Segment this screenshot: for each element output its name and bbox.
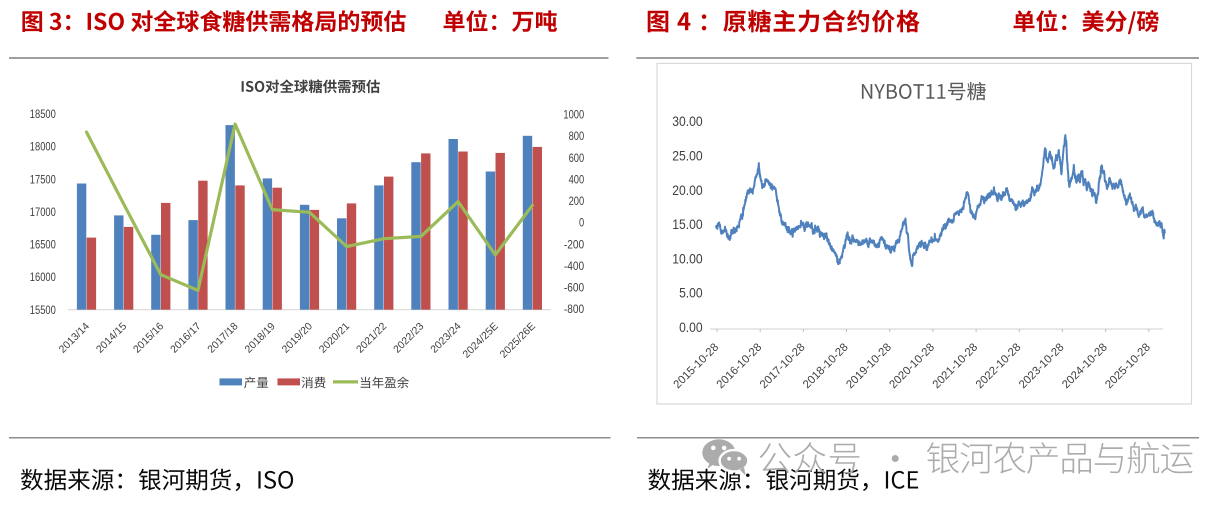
svg-text:0: 0 bbox=[579, 216, 584, 230]
svg-text:30.00: 30.00 bbox=[672, 114, 703, 129]
svg-text:2018-10-28: 2018-10-28 bbox=[801, 341, 851, 391]
svg-text:25.00: 25.00 bbox=[672, 149, 703, 164]
svg-text:2023/24: 2023/24 bbox=[428, 320, 463, 355]
svg-text:2025-10-28: 2025-10-28 bbox=[1103, 341, 1153, 391]
svg-text:17500: 17500 bbox=[30, 172, 56, 186]
svg-text:-800: -800 bbox=[564, 302, 585, 316]
svg-text:2013/14: 2013/14 bbox=[57, 320, 92, 355]
svg-text:-600: -600 bbox=[564, 281, 585, 295]
svg-text:2020/21: 2020/21 bbox=[317, 320, 352, 355]
svg-text:2021-10-28: 2021-10-28 bbox=[931, 341, 981, 391]
svg-text:0.00: 0.00 bbox=[679, 320, 703, 335]
svg-text:2023-10-28: 2023-10-28 bbox=[1017, 341, 1067, 391]
svg-text:2020-10-28: 2020-10-28 bbox=[887, 341, 937, 391]
svg-text:600: 600 bbox=[569, 151, 585, 165]
svg-text:-400: -400 bbox=[564, 259, 585, 273]
svg-text:2021/22: 2021/22 bbox=[354, 320, 389, 355]
svg-text:2016-10-28: 2016-10-28 bbox=[715, 341, 765, 391]
svg-text:15500: 15500 bbox=[30, 303, 56, 317]
svg-text:2014/15: 2014/15 bbox=[94, 320, 129, 355]
svg-text:5.00: 5.00 bbox=[679, 286, 703, 301]
svg-text:15.00: 15.00 bbox=[672, 217, 703, 232]
svg-text:2018/19: 2018/19 bbox=[242, 320, 277, 355]
svg-text:2015-10-28: 2015-10-28 bbox=[672, 341, 722, 391]
svg-text:-200: -200 bbox=[564, 237, 585, 251]
svg-text:18000: 18000 bbox=[30, 140, 56, 154]
svg-text:10.00: 10.00 bbox=[672, 251, 703, 266]
svg-text:2016/17: 2016/17 bbox=[168, 320, 203, 355]
svg-text:2022/23: 2022/23 bbox=[391, 320, 426, 355]
svg-text:400: 400 bbox=[569, 172, 585, 186]
svg-text:1000: 1000 bbox=[563, 108, 584, 122]
svg-text:800: 800 bbox=[569, 129, 585, 143]
svg-text:200: 200 bbox=[569, 194, 585, 208]
svg-text:2017/18: 2017/18 bbox=[205, 320, 240, 355]
svg-text:17000: 17000 bbox=[30, 205, 56, 219]
svg-text:2019-10-28: 2019-10-28 bbox=[844, 341, 894, 391]
svg-text:2024-10-28: 2024-10-28 bbox=[1060, 341, 1110, 391]
svg-text:20.00: 20.00 bbox=[672, 183, 703, 198]
svg-text:2024/25E: 2024/25E bbox=[461, 320, 501, 360]
svg-text:2015/16: 2015/16 bbox=[131, 320, 166, 355]
svg-text:2022-10-28: 2022-10-28 bbox=[974, 341, 1024, 391]
svg-text:2019/20: 2019/20 bbox=[280, 320, 315, 355]
svg-text:16000: 16000 bbox=[30, 270, 56, 284]
svg-text:2025/26E: 2025/26E bbox=[498, 320, 538, 360]
svg-text:18500: 18500 bbox=[30, 107, 56, 121]
svg-text:2017-10-28: 2017-10-28 bbox=[758, 341, 808, 391]
svg-text:16500: 16500 bbox=[30, 238, 56, 252]
